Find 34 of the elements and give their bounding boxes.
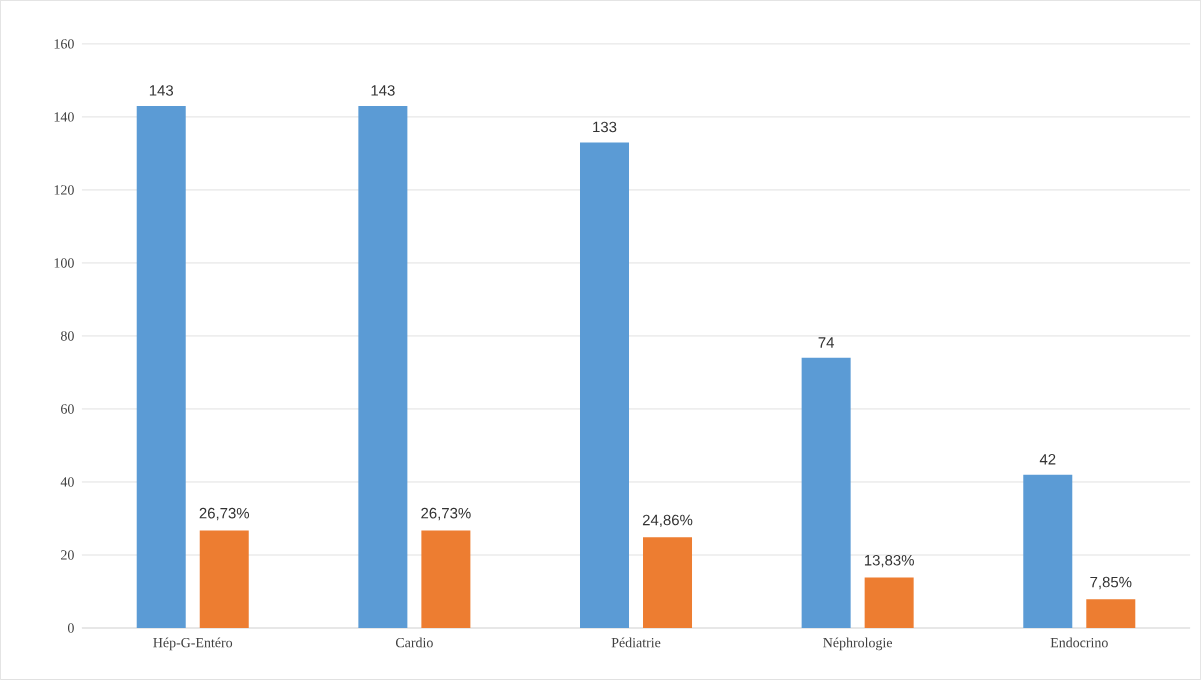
x-tick-label: Endocrino <box>1050 637 1108 648</box>
y-tick-label: 40 <box>60 477 74 487</box>
x-tick-label: Cardio <box>395 637 433 648</box>
x-tick-label: Néphrologie <box>823 637 893 651</box>
data-label: 42 <box>1039 454 1056 465</box>
data-label: 143 <box>149 85 174 96</box>
y-tick-label: 100 <box>54 258 74 268</box>
data-label: 26,73% <box>199 507 250 521</box>
bar <box>1086 599 1136 629</box>
bar <box>136 106 186 629</box>
y-tick-label: 0 <box>67 623 74 633</box>
x-tick-label: Hép-G-Entéro <box>153 637 233 651</box>
y-tick-label: 20 <box>61 550 74 560</box>
bar <box>864 577 914 629</box>
y-tick-label: 80 <box>60 331 74 341</box>
data-label: 24,86% <box>642 514 693 528</box>
data-label: 13,83% <box>864 555 914 568</box>
data-label: 143 <box>371 85 395 96</box>
data-label: 7,85% <box>1090 576 1132 590</box>
bar <box>580 142 630 629</box>
bar <box>1023 474 1073 629</box>
bar <box>358 106 408 629</box>
y-tick-label: 160 <box>54 39 74 49</box>
y-tick-label: 60 <box>61 404 74 414</box>
bar <box>643 537 693 629</box>
y-tick-label: 140 <box>54 112 74 122</box>
bar <box>801 357 851 629</box>
bar <box>421 530 471 629</box>
data-label: 74 <box>818 337 835 348</box>
x-tick-label: Pédiatrie <box>611 637 661 648</box>
y-tick-label: 120 <box>54 185 74 195</box>
bar <box>199 530 249 629</box>
data-label: 26,73% <box>421 507 471 521</box>
data-label: 133 <box>593 121 617 133</box>
